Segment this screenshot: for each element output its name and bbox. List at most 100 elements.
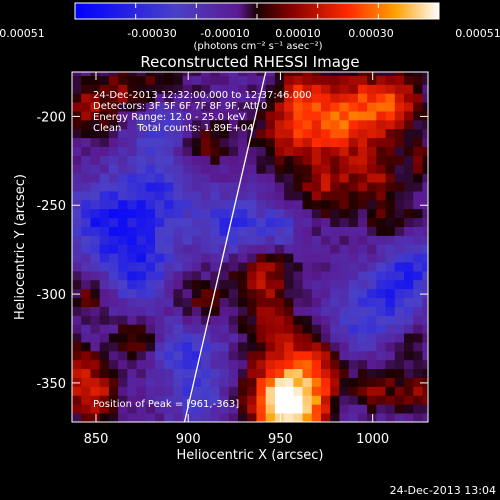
heatmap-cell [330, 413, 340, 422]
heatmap-cell [302, 253, 313, 263]
heatmap-cell [385, 128, 396, 139]
heatmap-cell [90, 404, 101, 414]
heatmap-cell [284, 226, 294, 236]
heatmap-cell [81, 119, 91, 130]
heatmap-cell [90, 102, 101, 112]
heatmap-cell [72, 377, 82, 387]
heatmap-cell [155, 226, 165, 236]
heatmap-cell [136, 119, 147, 130]
heatmap-cell [413, 377, 423, 387]
heatmap-cell [191, 119, 202, 130]
heatmap-cell [219, 137, 230, 148]
heatmap-cell [127, 155, 137, 165]
heatmap-cell [81, 182, 91, 192]
heatmap-cell [321, 75, 331, 85]
heatmap-cell [90, 315, 101, 325]
heatmap-cell [145, 102, 156, 112]
heatmap-cell [164, 119, 174, 130]
heatmap-cell [376, 306, 386, 316]
heatmap-cell [394, 191, 405, 201]
footer-timestamp: 24-Dec-2013 13:04 [390, 484, 496, 497]
heatmap-cell [293, 413, 303, 422]
heatmap-cell [145, 395, 156, 405]
heatmap-cell [385, 404, 396, 414]
heatmap-cell [256, 324, 267, 334]
heatmap-cell [108, 253, 119, 263]
heatmap-cell [127, 137, 137, 148]
heatmap-cell [413, 306, 423, 316]
heatmap-cell [284, 182, 294, 192]
heatmap-cell [118, 413, 128, 422]
heatmap-cell [330, 359, 340, 370]
heatmap-cell [422, 395, 428, 405]
heatmap-cell [201, 164, 211, 174]
heatmap-cell [367, 368, 377, 378]
heatmap-cell [367, 359, 377, 370]
heatmap-cell [357, 279, 368, 290]
heatmap-cell [339, 173, 350, 183]
heatmap-cell [118, 368, 128, 378]
heatmap-cell [311, 199, 322, 210]
heatmap-cell [219, 324, 230, 334]
heatmap-cell [145, 84, 156, 94]
heatmap-cell [330, 386, 340, 396]
heatmap-cell [311, 72, 322, 76]
heatmap-cell [274, 72, 285, 76]
heatmap-cell [413, 146, 423, 156]
heatmap-cell [201, 128, 211, 139]
heatmap-cell [274, 342, 285, 352]
heatmap-cell [201, 404, 211, 414]
heatmap-cell [173, 306, 184, 316]
heatmap-cell [108, 111, 119, 121]
heatmap-cell [127, 191, 137, 201]
heatmap-cell [404, 359, 414, 370]
heatmap-cell [385, 262, 396, 272]
heatmap-cell [284, 155, 294, 165]
heatmap-cell [404, 333, 414, 343]
heatmap-cell [99, 315, 110, 325]
heatmap-cell [238, 368, 248, 378]
heatmap-cell [136, 72, 147, 76]
heatmap-cell [90, 111, 101, 121]
heatmap-cell [182, 350, 193, 361]
heatmap-cell [265, 235, 276, 245]
heatmap-cell [173, 208, 184, 219]
heatmap-cell [127, 84, 137, 94]
heatmap-cell [330, 191, 340, 201]
heatmap-cell [210, 333, 220, 343]
heatmap-cell [127, 173, 137, 183]
heatmap-cell [413, 253, 423, 263]
heatmap-cell [210, 128, 220, 139]
heatmap-cell [164, 102, 174, 112]
heatmap-cell [357, 226, 368, 236]
heatmap-cell [247, 199, 257, 210]
heatmap-cell [108, 217, 119, 227]
heatmap-cell [90, 84, 101, 94]
heatmap-cell [155, 235, 165, 245]
heatmap-cell [265, 288, 276, 299]
colorbar-tick-label: -0.00051 [0, 27, 45, 40]
heatmap-cell [136, 128, 147, 139]
heatmap-cell [321, 128, 331, 139]
heatmap-cell [118, 102, 128, 112]
heatmap-cell [357, 155, 368, 165]
heatmap-cell [293, 288, 303, 299]
heatmap-cell [265, 395, 276, 405]
heatmap-cell [256, 279, 267, 290]
heatmap-cell [108, 342, 119, 352]
heatmap-cell [367, 137, 377, 148]
heatmap-cell [90, 93, 101, 103]
heatmap-cell [385, 333, 396, 343]
heatmap-cell [155, 217, 165, 227]
heatmap-cell [422, 111, 428, 121]
heatmap-cell [302, 217, 313, 227]
heatmap-cell [219, 111, 230, 121]
heatmap-cell [357, 235, 368, 245]
heatmap-cell [274, 395, 285, 405]
heatmap-cell [376, 413, 386, 422]
heatmap-cell [302, 413, 313, 422]
heatmap-cell [72, 333, 82, 343]
heatmap-cell [136, 173, 147, 183]
heatmap-cell [164, 137, 174, 148]
heatmap-cell [385, 137, 396, 148]
